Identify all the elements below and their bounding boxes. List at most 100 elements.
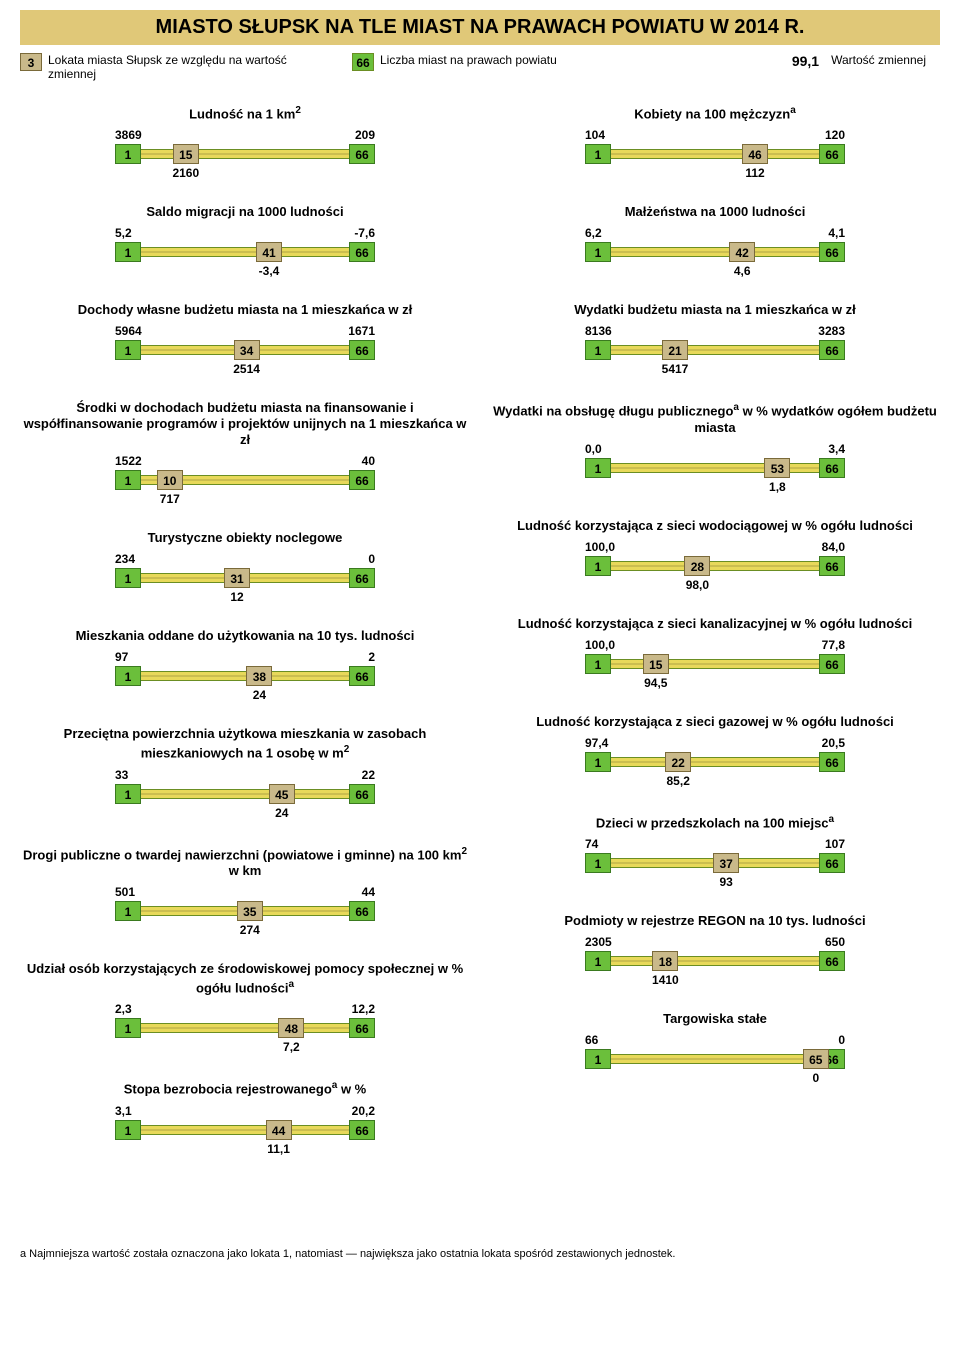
- value-top-row: 97,420,5: [585, 736, 845, 750]
- chart-block: Stopa bezrobocia rejestrowanegoa w %3,12…: [20, 1078, 470, 1155]
- value-top-left: 97,4: [585, 736, 608, 750]
- bar-track: [599, 757, 831, 767]
- value-top-right: 3,4: [828, 442, 845, 456]
- chart-title: Kobiety na 100 mężczyzna: [490, 103, 940, 122]
- value-bottom: -3,4: [259, 264, 280, 278]
- value-top-right: 20,2: [352, 1104, 375, 1118]
- value-bottom: 2160: [172, 166, 199, 180]
- rank-marker: 48: [278, 1018, 304, 1038]
- rank-max-box: 66: [349, 568, 375, 588]
- value-top-row: 59641671: [115, 324, 375, 338]
- chart-title: Dochody własne budżetu miasta na 1 miesz…: [20, 302, 470, 318]
- rank-bar: 16637: [585, 853, 845, 873]
- value-top-left: 100,0: [585, 540, 615, 554]
- value-top-right: 77,8: [822, 638, 845, 652]
- chart-title: Ludność korzystająca z sieci kanalizacyj…: [490, 616, 940, 632]
- chart-title: Stopa bezrobocia rejestrowanegoa w %: [20, 1078, 470, 1097]
- chart-title: Ludność na 1 km2: [20, 103, 470, 122]
- value-top-right: -7,6: [354, 226, 375, 240]
- value-top-row: 6,24,1: [585, 226, 845, 240]
- rank-marker: 15: [173, 144, 199, 164]
- rank-marker: 44: [266, 1120, 292, 1140]
- chart-block: Dochody własne budżetu miasta na 1 miesz…: [20, 302, 470, 376]
- value-bottom: 93: [720, 875, 733, 889]
- value-top-row: 81363283: [585, 324, 845, 338]
- chart-title: Wydatki budżetu miasta na 1 mieszkańca w…: [490, 302, 940, 318]
- rank-min-box: 1: [115, 666, 141, 686]
- rank-max-box: 66: [819, 951, 845, 971]
- value-top-row: 100,084,0: [585, 540, 845, 554]
- rank-bar: 16631: [115, 568, 375, 588]
- value-top-left: 74: [585, 837, 598, 851]
- rank-min-box: 1: [585, 853, 611, 873]
- value-bottom-row: -3,4: [115, 264, 375, 278]
- rank-min-box: 1: [115, 568, 141, 588]
- value-bottom-row: 2160: [115, 166, 375, 180]
- rank-marker: 53: [764, 458, 790, 478]
- chart-block: Wydatki na obsługę długu publicznegoa w …: [490, 400, 940, 493]
- value-bottom-row: 4,6: [585, 264, 845, 278]
- chart-title: Przeciętna powierzchnia użytkowa mieszka…: [20, 726, 470, 761]
- value-top-left: 234: [115, 552, 135, 566]
- value-bottom-row: 12: [115, 590, 375, 604]
- rank-max-box: 66: [349, 901, 375, 921]
- value-top-row: 74107: [585, 837, 845, 851]
- rank-marker: 37: [713, 853, 739, 873]
- rank-marker: 18: [652, 951, 678, 971]
- rank-max-box: 66: [349, 784, 375, 804]
- chart-block: Ludność korzystająca z sieci wodociągowe…: [490, 518, 940, 592]
- value-bottom: 1,8: [769, 480, 786, 494]
- rank-marker: 45: [269, 784, 295, 804]
- legend-row: 3 Lokata miasta Słupsk ze względu na war…: [20, 45, 940, 103]
- chart-title: Dzieci w przedszkolach na 100 miejsca: [490, 812, 940, 831]
- value-bottom: 7,2: [283, 1040, 300, 1054]
- bar-track: [599, 247, 831, 257]
- value-bottom: 717: [160, 492, 180, 506]
- rank-min-box: 1: [115, 470, 141, 490]
- bar-track: [129, 789, 361, 799]
- rank-max-box: 66: [819, 242, 845, 262]
- column-left: Ludność na 1 km23869209166152160Saldo mi…: [20, 103, 470, 1180]
- rank-marker: 41: [256, 242, 282, 262]
- rank-bar: 16665: [585, 1049, 845, 1069]
- bar-track: [129, 671, 361, 681]
- rank-marker: 34: [234, 340, 260, 360]
- rank-max-box: 66: [819, 340, 845, 360]
- value-bottom: 2514: [233, 362, 260, 376]
- value-bottom-row: 112: [585, 166, 845, 180]
- rank-max-box: 66: [349, 1120, 375, 1140]
- footnote: a Najmniejsza wartość została oznaczona …: [20, 1240, 940, 1260]
- page: MIASTO SŁUPSK NA TLE MIAST NA PRAWACH PO…: [0, 0, 960, 1290]
- rank-min-box: 1: [115, 784, 141, 804]
- value-top-left: 66: [585, 1033, 598, 1047]
- value-bottom: 24: [275, 806, 288, 820]
- rank-bar: 16641: [115, 242, 375, 262]
- rank-min-box: 1: [585, 242, 611, 262]
- value-bottom-row: 1410: [585, 973, 845, 987]
- rank-max-box: 66: [349, 144, 375, 164]
- rank-bar: 16653: [585, 458, 845, 478]
- value-bottom-row: 94,5: [585, 676, 845, 690]
- rank-max-box: 66: [819, 144, 845, 164]
- rank-bar: 16635: [115, 901, 375, 921]
- bar-track: [599, 1054, 831, 1064]
- rank-bar: 16622: [585, 752, 845, 772]
- bar-track: [599, 463, 831, 473]
- value-top-right: 650: [825, 935, 845, 949]
- legend-count-box: 66: [352, 53, 374, 71]
- value-bottom: 4,6: [734, 264, 751, 278]
- value-top-right: 1671: [348, 324, 375, 338]
- value-top-row: 3322: [115, 768, 375, 782]
- chart-title: Ludność korzystająca z sieci wodociągowe…: [490, 518, 940, 534]
- rank-marker: 38: [246, 666, 272, 686]
- page-title: MIASTO SŁUPSK NA TLE MIAST NA PRAWACH PO…: [20, 10, 940, 45]
- rank-min-box: 1: [585, 556, 611, 576]
- rank-max-box: 66: [819, 654, 845, 674]
- value-top-right: 209: [355, 128, 375, 142]
- value-bottom: 24: [253, 688, 266, 702]
- rank-bar: 16628: [585, 556, 845, 576]
- chart-block: Mieszkania oddane do użytkowania na 10 t…: [20, 628, 470, 702]
- value-bottom-row: 85,2: [585, 774, 845, 788]
- value-bottom-row: 717: [115, 492, 375, 506]
- chart-block: Saldo migracji na 1000 ludności5,2-7,616…: [20, 204, 470, 278]
